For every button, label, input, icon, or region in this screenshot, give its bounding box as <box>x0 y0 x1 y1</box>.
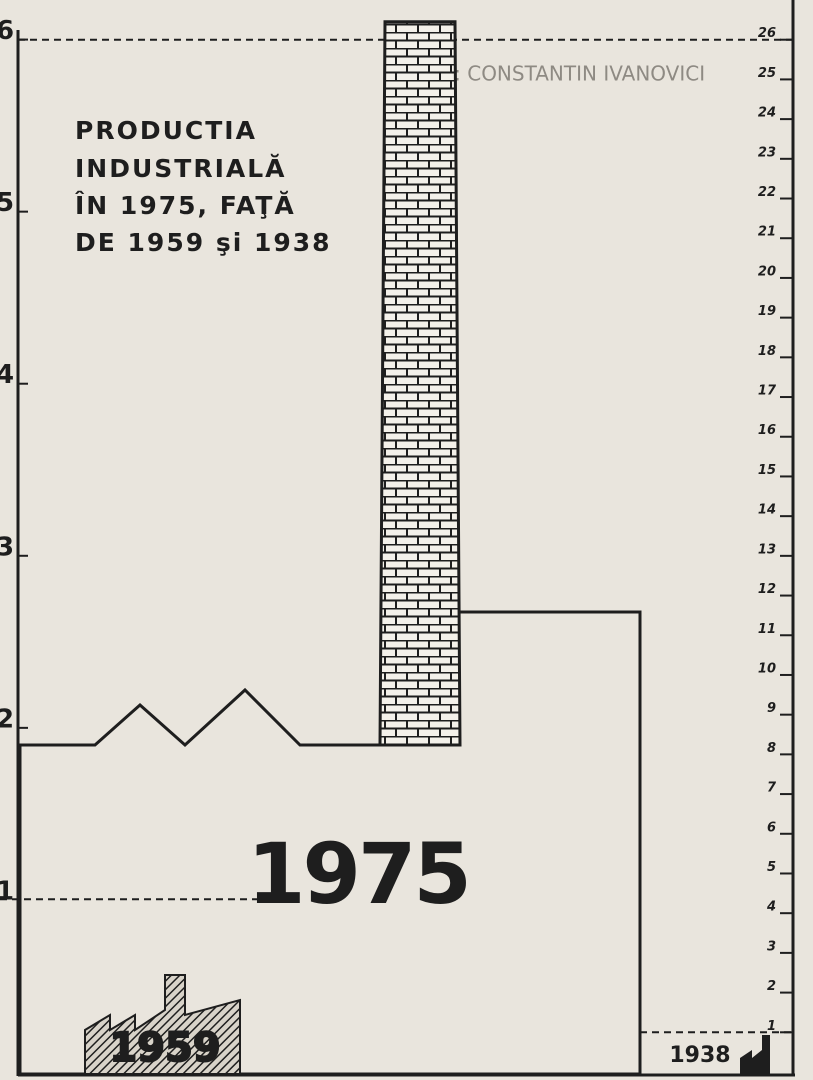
factory-1938 <box>740 1035 770 1074</box>
label-1938: 1938 <box>669 1043 730 1068</box>
y-tick-label: 3 <box>767 939 776 954</box>
y-tick-label: 2 <box>767 979 776 994</box>
y2-tick-label: 3 <box>0 532 14 562</box>
y-tick-label: 25 <box>758 66 776 81</box>
y-tick-label: 9 <box>767 701 776 716</box>
y2-tick-label: 6 <box>0 16 14 46</box>
y-tick-label: 19 <box>758 304 776 319</box>
label-1975: 1975 <box>247 825 469 923</box>
y2-tick-label: 4 <box>0 360 14 390</box>
chimney <box>380 22 460 745</box>
y-tick-label: 4 <box>766 900 776 915</box>
y2-tick-label: 1 <box>0 876 14 906</box>
y-tick-label: 14 <box>758 503 776 518</box>
y2-tick-label: 2 <box>0 704 14 734</box>
y-tick-label: 5 <box>767 860 776 875</box>
byline: Iaşi: CONSTANTIN IVANOVICI <box>420 62 705 86</box>
y-tick-label: 15 <box>758 463 776 478</box>
y-tick-label: 22 <box>758 185 776 200</box>
y-tick-label: 17 <box>758 384 777 399</box>
chart-title: INDUSTRIALĂ <box>75 153 287 183</box>
y-tick-label: 13 <box>758 542 776 557</box>
y-tick-label: 12 <box>758 582 776 597</box>
y-tick-label: 10 <box>758 661 776 676</box>
chart: Iaşi: CONSTANTIN IVANOVICI PRODUCTIA IND… <box>0 0 813 1080</box>
y-tick-label: 23 <box>758 145 776 160</box>
chart-title: ÎN 1975, FAŢĂ <box>75 190 296 220</box>
chart-title: PRODUCTIA <box>75 116 257 145</box>
y-tick-label: 7 <box>767 781 777 796</box>
y2-tick-label: 5 <box>0 188 14 218</box>
y-tick-label: 6 <box>767 820 776 835</box>
y-tick-label: 16 <box>758 423 776 438</box>
chart-title: DE 1959 şi 1938 <box>75 228 332 257</box>
y-tick-label: 24 <box>758 106 776 121</box>
y-tick-label: 8 <box>767 741 776 756</box>
y-tick-label: 21 <box>758 225 776 240</box>
y-tick-label: 11 <box>758 622 776 637</box>
label-1959: 1959 <box>109 1025 220 1071</box>
y-tick-label: 20 <box>758 264 776 279</box>
y-tick-label: 18 <box>758 344 776 359</box>
